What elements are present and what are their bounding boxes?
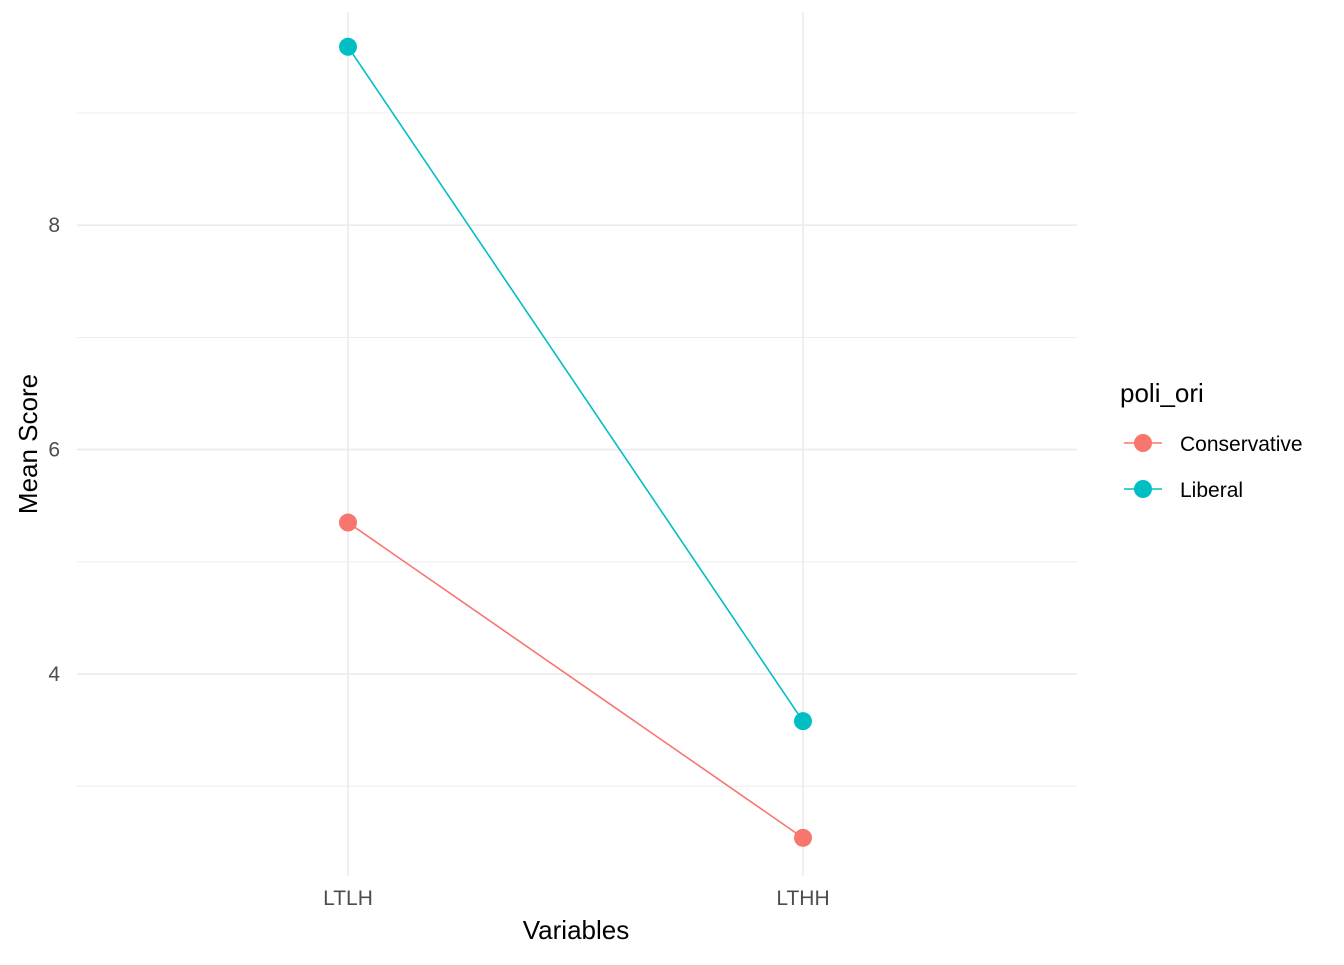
- series-line-conservative: [347, 521, 804, 839]
- legend-key-point: [1134, 480, 1152, 498]
- legend-label: Liberal: [1180, 479, 1243, 502]
- legend-items: Conservative Liberal: [1124, 433, 1303, 502]
- series-layer: [339, 37, 812, 847]
- x-axis-title: Variables: [523, 915, 629, 945]
- x-tick-label: LTHH: [776, 887, 829, 910]
- y-axis-title: Mean Score: [13, 374, 43, 514]
- legend-item-conservative: Conservative: [1124, 433, 1303, 456]
- data-point: [339, 37, 357, 56]
- data-point: [339, 513, 357, 532]
- series-line-liberal: [347, 46, 804, 722]
- y-tick-label: 6: [48, 439, 60, 462]
- grid-lines: [77, 12, 1077, 876]
- legend-label: Conservative: [1180, 433, 1303, 456]
- legend-title: poli_ori: [1120, 378, 1204, 408]
- data-point: [794, 712, 812, 731]
- y-tick-label: 4: [48, 663, 60, 686]
- legend-key-point: [1134, 434, 1152, 452]
- data-point: [794, 828, 812, 847]
- x-tick-label: LTLH: [323, 887, 373, 910]
- legend-item-liberal: Liberal: [1124, 479, 1243, 502]
- legend: poli_ori Conservative Liberal: [1120, 378, 1303, 502]
- y-tick-label: 8: [48, 214, 60, 237]
- tick-labels: 4 6 8 LTLH LTHH: [48, 214, 829, 910]
